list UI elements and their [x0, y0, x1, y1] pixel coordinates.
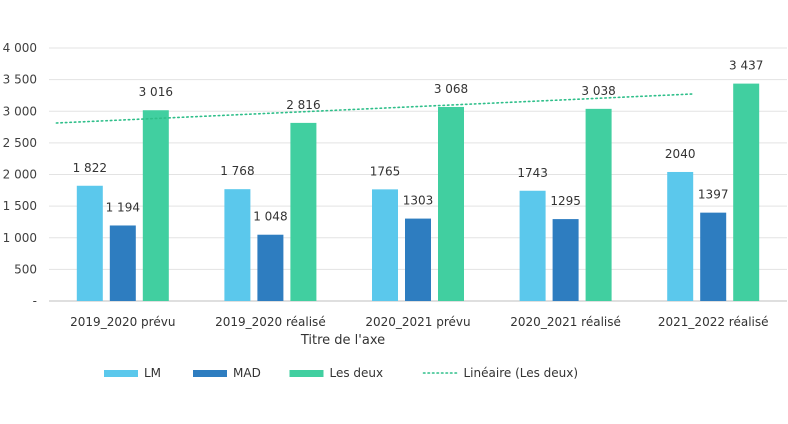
data-label: 3 038 [581, 84, 615, 98]
data-label: 1 768 [220, 164, 254, 178]
data-label: 1 822 [73, 161, 107, 175]
bar-lm [667, 171, 694, 301]
y-tick-label: 3 000 [3, 104, 37, 118]
x-tick-label: 2020_2021 réalisé [510, 315, 621, 329]
bar-mad [257, 234, 284, 301]
data-label: 1 048 [253, 210, 287, 224]
data-label: 2 816 [286, 98, 320, 112]
data-label: 3 437 [729, 59, 763, 73]
data-label: 1295 [550, 194, 581, 208]
bar-lm [519, 190, 546, 301]
x-tick-label: 2019_2020 prévu [70, 315, 175, 329]
bar-mad [700, 212, 727, 301]
bar-lm [372, 189, 398, 301]
y-tick-label: 500 [14, 262, 37, 276]
x-axis-title: Titre de l'axe [300, 333, 385, 348]
bar-mad [109, 225, 136, 301]
bar-les-deux [438, 106, 464, 301]
bar-lm [224, 189, 251, 301]
y-tick-label: 1 000 [3, 231, 37, 245]
bar-mad [552, 219, 579, 301]
legend-swatch [289, 370, 324, 377]
x-tick-label: 2020_2021 prévu [365, 315, 470, 329]
y-tick-label: 4 000 [3, 41, 37, 55]
bar-lm [76, 185, 103, 301]
x-tick-label: 2019_2020 réalisé [215, 315, 326, 329]
y-tick-label: - [33, 294, 37, 308]
data-label: 1303 [403, 194, 434, 208]
bar-les-deux [290, 122, 317, 301]
x-tick-label: 2021_2022 réalisé [658, 315, 769, 329]
legend-label: LM [144, 366, 161, 380]
bar-les-deux [142, 110, 169, 301]
y-tick-label: 3 500 [3, 73, 37, 87]
legend-swatch [104, 370, 138, 377]
data-label: 1765 [370, 164, 401, 178]
data-label: 3 068 [434, 82, 468, 96]
bar-les-deux [733, 83, 760, 302]
y-tick-label: 2 000 [3, 168, 37, 182]
data-label: 1397 [698, 188, 729, 202]
data-label: 3 016 [139, 85, 173, 99]
legend-label: Les deux [330, 366, 384, 380]
data-label: 1 194 [106, 200, 140, 214]
bar-mad [405, 218, 431, 301]
legend-label: MAD [233, 366, 261, 380]
data-label: 1743 [517, 166, 548, 180]
data-label: 2040 [665, 147, 696, 161]
trendline [55, 93, 695, 124]
legend-label: Linéaire (Les deux) [464, 366, 579, 380]
bar-les-deux [585, 108, 612, 301]
y-tick-label: 1 500 [3, 199, 37, 213]
y-tick-label: 2 500 [3, 136, 37, 150]
legend-swatch [193, 370, 227, 377]
